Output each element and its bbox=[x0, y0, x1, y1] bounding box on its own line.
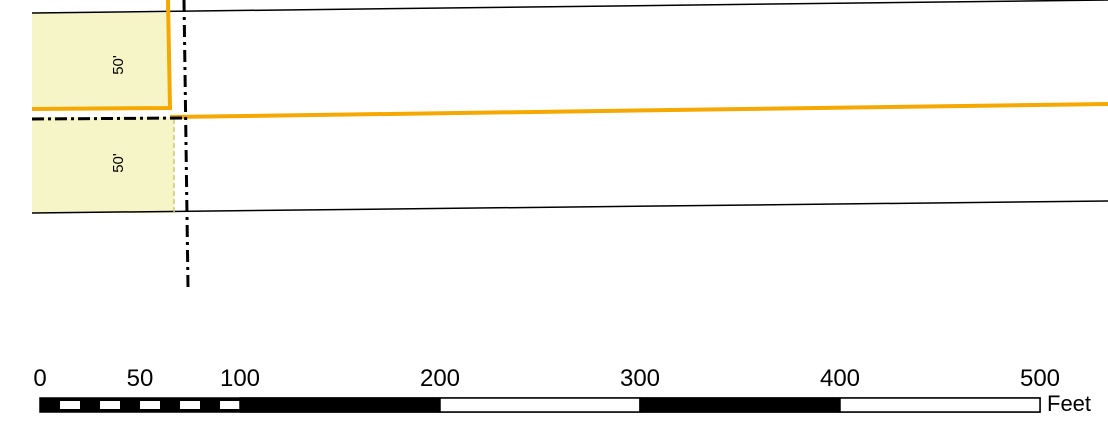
scale-bar-segment bbox=[60, 398, 80, 412]
row-line-bottom bbox=[31, 200, 1108, 214]
scale-bar-segment bbox=[120, 398, 140, 412]
parcel-south-dimension-label: 50' bbox=[110, 153, 127, 173]
highlighted-parcel-outline bbox=[31, 0, 173, 111]
scale-bar-segment bbox=[220, 398, 240, 412]
scale-bar-segment bbox=[200, 398, 220, 412]
scale-bar bbox=[39, 397, 1041, 413]
scale-bar-tick-labels: 0 50 100 200 300 400 500 bbox=[33, 365, 1060, 392]
scale-bar-segment bbox=[160, 398, 180, 412]
scale-bar-segment bbox=[80, 398, 100, 412]
scale-bar-tick-label: 100 bbox=[220, 365, 260, 392]
parcel-north-fill bbox=[32, 13, 168, 109]
scale-bar-tick-label: 50 bbox=[127, 365, 154, 392]
scale-bar-segment bbox=[140, 398, 160, 412]
scale-bar-edge bbox=[40, 409, 240, 412]
scale-bar-segment bbox=[180, 398, 200, 412]
scale-bar-segment bbox=[100, 398, 120, 412]
parcel-north-dimension-label: 50' bbox=[110, 55, 127, 75]
scale-bar-tick-label: 400 bbox=[820, 365, 860, 392]
scale-bar-segment bbox=[639, 397, 841, 413]
parcel-south-fill bbox=[32, 117, 174, 213]
scale-bar-segment bbox=[239, 397, 441, 413]
scale-bar-unit-label: Feet bbox=[1047, 391, 1091, 416]
scale-bar-segment bbox=[839, 397, 1041, 413]
row-line-top bbox=[31, 0, 1108, 14]
scale-bar-tick-label: 500 bbox=[1020, 365, 1060, 392]
scale-bar-tick-label: 0 bbox=[33, 365, 46, 392]
scale-bar-segment bbox=[439, 397, 641, 413]
centerline-horizontal bbox=[31, 116, 185, 121]
scale-bar-segment bbox=[40, 398, 60, 412]
scale-bar-tick-label: 200 bbox=[420, 365, 460, 392]
scale-bar-edge bbox=[40, 398, 240, 401]
centerline-vertical bbox=[182, 0, 190, 288]
highlighted-property-line bbox=[169, 102, 1108, 119]
scale-bar-tick-label: 300 bbox=[620, 365, 660, 392]
